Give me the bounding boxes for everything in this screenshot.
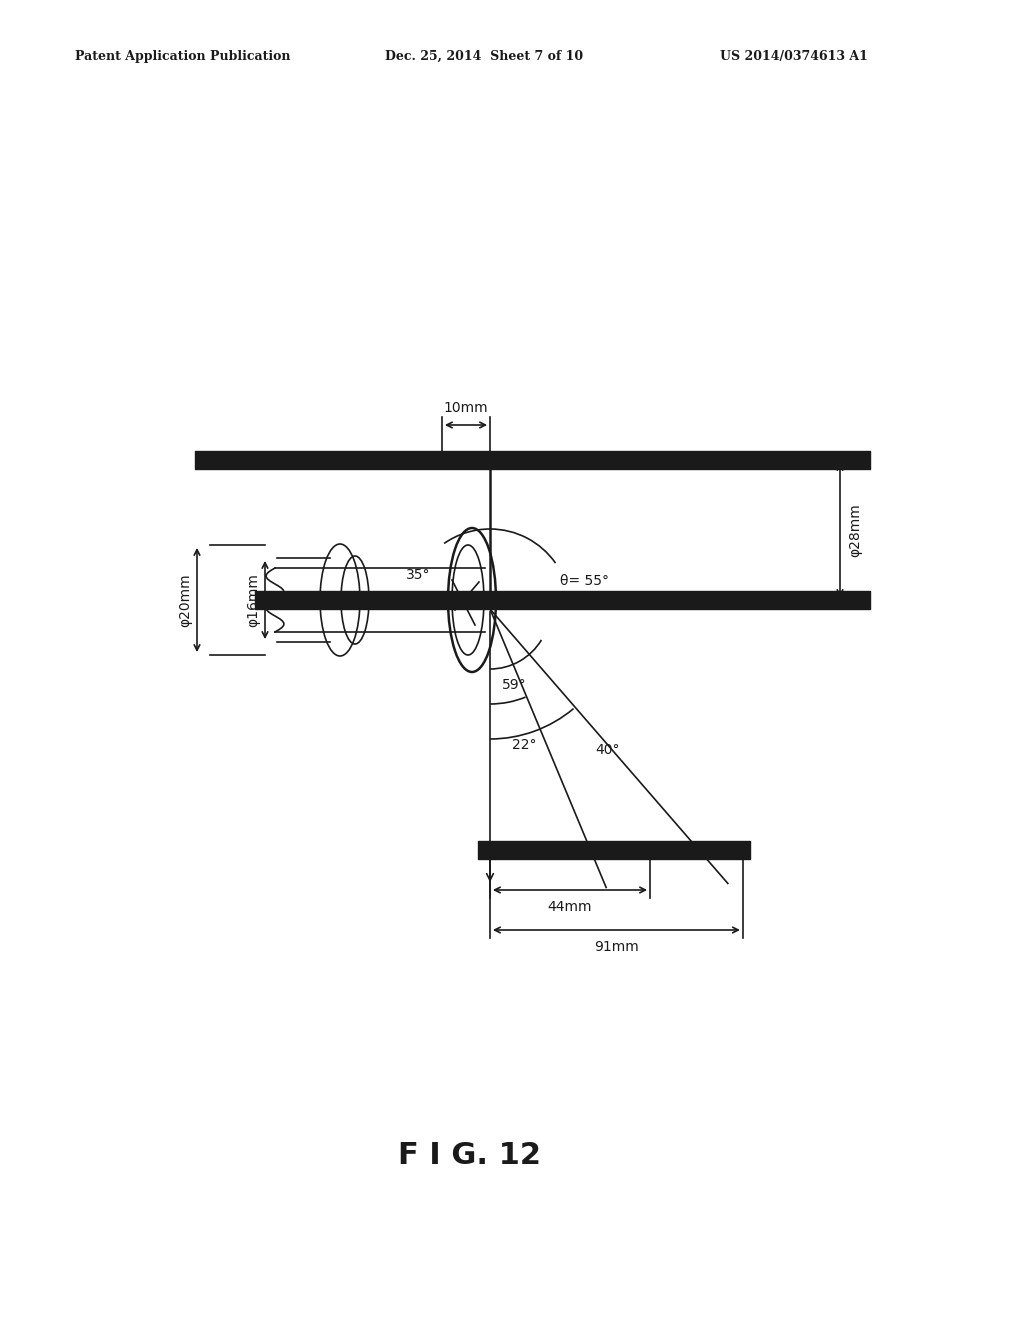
Text: F I G. 12: F I G. 12 [398, 1140, 542, 1170]
Text: θ= 55°: θ= 55° [560, 574, 609, 587]
Text: φ28mm: φ28mm [848, 503, 862, 557]
Text: Patent Application Publication: Patent Application Publication [75, 50, 291, 63]
Text: US 2014/0374613 A1: US 2014/0374613 A1 [720, 50, 868, 63]
Text: φ16mm: φ16mm [246, 573, 260, 627]
Text: 35°: 35° [406, 568, 430, 582]
Text: 10mm: 10mm [443, 401, 488, 414]
Text: 59°: 59° [502, 678, 526, 692]
Text: φ20mm: φ20mm [178, 573, 193, 627]
Text: Dec. 25, 2014  Sheet 7 of 10: Dec. 25, 2014 Sheet 7 of 10 [385, 50, 583, 63]
Text: 22°: 22° [512, 738, 537, 752]
Text: 40°: 40° [595, 743, 620, 756]
Text: 91mm: 91mm [594, 940, 639, 954]
Text: 44mm: 44mm [548, 900, 592, 913]
